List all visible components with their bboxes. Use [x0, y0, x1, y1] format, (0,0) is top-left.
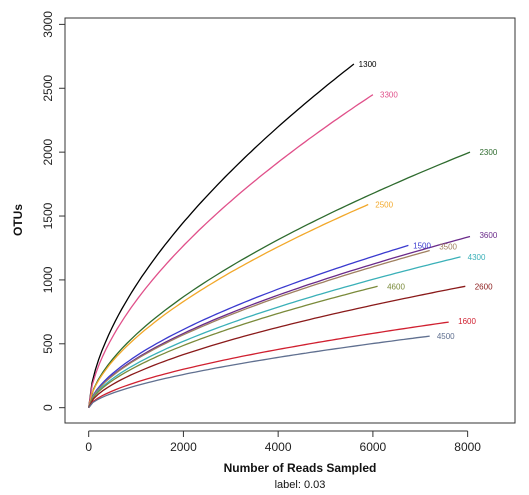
series-label-4500: 4500	[437, 332, 455, 341]
y-tick-label: 2500	[41, 75, 55, 102]
x-tick-label: 0	[85, 440, 92, 454]
series-line-2500	[88, 203, 369, 408]
series-line-1600	[88, 321, 449, 409]
series-label-3300: 3300	[380, 91, 398, 100]
series-label-2500: 2500	[375, 201, 393, 210]
x-axis-title: Number of Reads Sampled	[224, 461, 377, 475]
series-label-1600: 1600	[458, 317, 476, 326]
series-labels: 1300 3300 2300 2500 3600 1500 3500 4300 4600 2600…	[359, 60, 498, 341]
series-line-2600	[88, 285, 466, 409]
x-axis: 0 2000 4000 6000 8000	[85, 430, 481, 454]
series-line-4300	[88, 256, 461, 408]
plot-frame	[64, 17, 516, 424]
series-line-4500	[88, 335, 430, 409]
series-line-4600	[88, 285, 378, 408]
series-label-3600: 3600	[479, 231, 497, 240]
series-line-3500	[88, 249, 430, 408]
series-line-3300	[88, 94, 374, 408]
series-label-3500: 3500	[439, 243, 457, 252]
series-label-2300: 2300	[479, 148, 497, 157]
y-tick-label: 0	[41, 404, 55, 411]
series-lines	[88, 63, 471, 409]
x-tick-label: 6000	[360, 440, 387, 454]
y-axis: 0 500 1000 1500 2000 2500 3000	[41, 11, 65, 411]
series-label-1300: 1300	[359, 60, 377, 69]
series-label-4600: 4600	[387, 282, 405, 291]
x-tick-label: 4000	[265, 440, 292, 454]
y-tick-label: 1500	[41, 202, 55, 229]
series-label-4300: 4300	[468, 253, 486, 262]
y-axis-title: OTUs	[11, 204, 25, 236]
series-line-1500	[88, 244, 409, 408]
series-label-1500: 1500	[413, 241, 431, 250]
series-line-1300	[88, 63, 355, 408]
series-label-2600: 2600	[475, 282, 493, 291]
series-line-3600	[88, 235, 471, 408]
y-tick-label: 1000	[41, 266, 55, 293]
chart-subtitle: label: 0.03	[275, 479, 326, 491]
series-line-2300	[88, 151, 471, 408]
x-tick-label: 2000	[170, 440, 197, 454]
x-tick-label: 8000	[454, 440, 481, 454]
y-tick-label: 3000	[41, 11, 55, 38]
y-tick-label: 2000	[41, 138, 55, 165]
y-tick-label: 500	[41, 333, 55, 353]
